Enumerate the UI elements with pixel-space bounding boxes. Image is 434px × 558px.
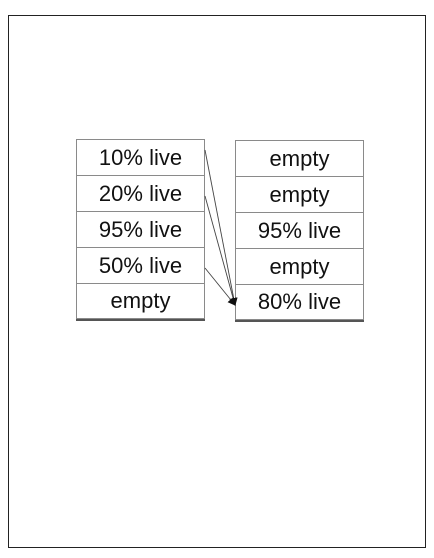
left-cell: 50% live: [76, 247, 205, 283]
right-cell: empty: [235, 176, 364, 212]
right-column: empty empty 95% live empty 80% live: [235, 140, 364, 322]
left-cell: 95% live: [76, 211, 205, 247]
right-cell: empty: [235, 140, 364, 176]
right-cell: 80% live: [235, 284, 364, 320]
left-cell: 10% live: [76, 139, 205, 175]
left-column: 10% live 20% live 95% live 50% live empt…: [76, 139, 205, 321]
left-cell: 20% live: [76, 175, 205, 211]
left-cell: empty: [76, 283, 205, 319]
right-cell: empty: [235, 248, 364, 284]
right-cell: 95% live: [235, 212, 364, 248]
